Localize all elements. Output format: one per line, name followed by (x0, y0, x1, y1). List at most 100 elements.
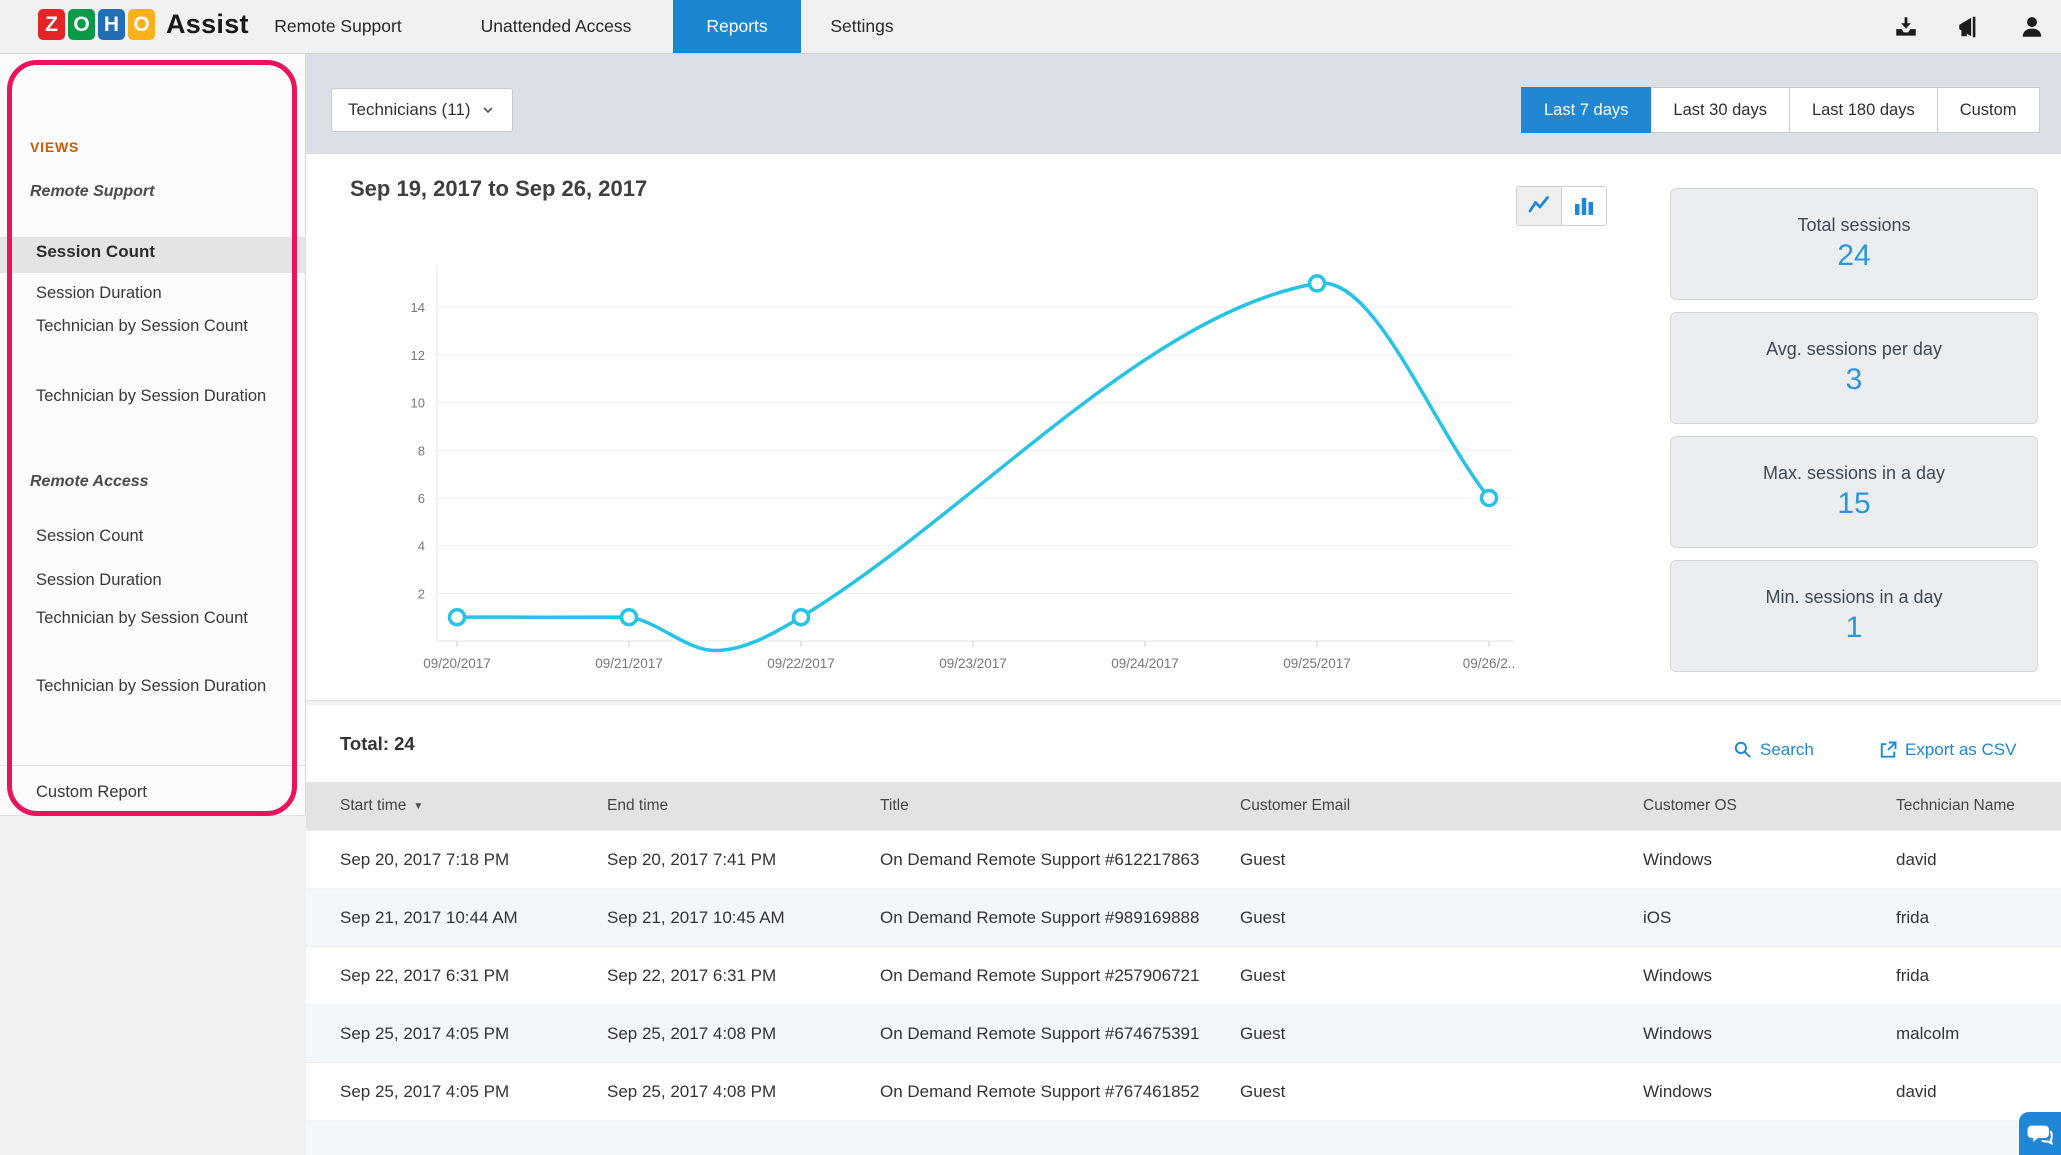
line-chart-icon (1528, 196, 1549, 213)
table-cell: Guest (1240, 850, 1286, 869)
svg-text:09/24/2017: 09/24/2017 (1111, 656, 1179, 671)
table-cell: david (1896, 1082, 1937, 1101)
range-last-180-days[interactable]: Last 180 days (1788, 87, 1938, 133)
sidebar-item-technician-by-session-count[interactable]: Technician by Session Count (36, 317, 248, 335)
table-cell: Windows (1643, 966, 1712, 985)
stat-label: Max. sessions in a day (1762, 463, 1946, 483)
table-cell: Sep 25, 2017 4:05 PM (340, 1024, 510, 1043)
download-icon[interactable] (1893, 14, 1919, 40)
table-cell: iOS (1643, 908, 1672, 927)
svg-text:09/26/2..: 09/26/2.. (1463, 656, 1516, 671)
column-header-customer-os[interactable]: Customer OS (1643, 797, 1737, 814)
table-cell: frida (1896, 908, 1930, 927)
sidebar-item-technician-by-session-duration[interactable]: Technician by Session Duration (36, 387, 267, 405)
table-cell: On Demand Remote Support #767461852 (880, 1082, 1200, 1101)
column-header-customer-email[interactable]: Customer Email (1240, 797, 1351, 814)
sidebar-item-session-duration[interactable]: Session Duration (36, 284, 162, 302)
table-cell: Windows (1643, 1082, 1712, 1101)
svg-text:6: 6 (418, 491, 425, 506)
stat-value: 1 (1845, 611, 1863, 644)
section-remote-support: Remote Support (30, 183, 155, 200)
zoho-assist-logo[interactable]: Z O H O Assist (38, 9, 249, 40)
svg-text:4: 4 (418, 539, 425, 554)
table-row[interactable]: Sep 25, 2017 4:05 PM Sep 25, 2017 4:08 PM… (306, 1062, 2061, 1121)
table-row[interactable]: Sep 21, 2017 10:44 AM Sep 21, 2017 10:45 … (306, 888, 2061, 947)
table-cell: Guest (1240, 966, 1286, 985)
brand-name: Assist (166, 9, 249, 39)
selected-item-highlight (0, 237, 306, 273)
table-cell: On Demand Remote Support #989169888 (880, 908, 1200, 927)
column-header-title[interactable]: Title (880, 797, 909, 814)
sidebar-item-ra-technician-by-session-duration[interactable]: Technician by Session Duration (36, 677, 267, 695)
top-navbar: Z O H O Assist Remote Support Unattended… (0, 0, 2061, 54)
views-heading: VIEWS (30, 139, 80, 155)
svg-text:2: 2 (418, 586, 425, 601)
announcement-icon[interactable] (1956, 14, 1982, 40)
stat-card-min-sessions: Min. sessions in a day 1 (1670, 560, 2038, 672)
profile-icon[interactable] (2019, 14, 2045, 40)
table-cell: On Demand Remote Support #257906721 (880, 966, 1200, 985)
table-row-partial[interactable] (306, 1120, 2061, 1155)
table-row[interactable]: Sep 25, 2017 4:05 PM Sep 25, 2017 4:08 PM… (306, 1004, 2061, 1063)
bar-chart-toggle-button[interactable] (1562, 187, 1606, 225)
range-last-30-days[interactable]: Last 30 days (1650, 87, 1790, 133)
sidebar-item-custom-report[interactable]: Custom Report (36, 783, 147, 801)
logo-tile: O (68, 9, 95, 40)
stat-card-max-sessions: Max. sessions in a day 15 (1670, 436, 2038, 548)
search-button[interactable]: Search (1733, 740, 1814, 760)
range-last-7-days[interactable]: Last 7 days (1521, 87, 1652, 133)
nav-item-unattended-access[interactable]: Unattended Access (480, 16, 632, 36)
table-cell: On Demand Remote Support #674675391 (880, 1024, 1200, 1043)
table-total-count: Total: 24 (340, 733, 415, 754)
sidebar-item-ra-technician-by-session-count[interactable]: Technician by Session Count (36, 609, 248, 627)
svg-text:8: 8 (418, 443, 425, 458)
table-cell: Guest (1240, 908, 1286, 927)
column-header-start-time[interactable]: Start time ▼ (340, 782, 423, 830)
divider (0, 815, 306, 816)
range-custom[interactable]: Custom (1936, 87, 2040, 133)
nav-item-settings[interactable]: Settings (830, 16, 894, 36)
svg-text:09/20/2017: 09/20/2017 (423, 656, 491, 671)
column-header-end-time[interactable]: End time (607, 797, 669, 814)
export-csv-button[interactable]: Export as CSV (1878, 740, 2017, 760)
svg-text:09/22/2017: 09/22/2017 (767, 656, 835, 671)
chat-widget-button[interactable] (2019, 1112, 2061, 1155)
table-cell: Sep 20, 2017 7:18 PM (340, 850, 510, 869)
chart-type-toggle (1516, 186, 1607, 226)
column-header-technician-name[interactable]: Technician Name (1896, 797, 2015, 814)
table-cell: Sep 25, 2017 4:05 PM (340, 1082, 510, 1101)
chart-date-range-title: Sep 19, 2017 to Sep 26, 2017 (350, 176, 648, 201)
table-cell: Sep 25, 2017 4:08 PM (607, 1082, 777, 1101)
export-label: Export as CSV (1905, 740, 2017, 759)
sidebar-item-ra-session-count[interactable]: Session Count (36, 527, 144, 545)
line-chart-toggle-button[interactable] (1517, 187, 1562, 225)
table-cell: Guest (1240, 1082, 1286, 1101)
table-cell: Sep 21, 2017 10:45 AM (607, 908, 785, 927)
table-cell: Sep 20, 2017 7:41 PM (607, 850, 777, 869)
table-cell: Sep 21, 2017 10:44 AM (340, 908, 518, 927)
table-cell: Sep 22, 2017 6:31 PM (340, 966, 510, 985)
technicians-dropdown-label: Technicians (11) (348, 100, 471, 119)
divider (0, 765, 306, 766)
table-header: Start time ▼ End time Title Customer Ema… (306, 782, 2061, 830)
technicians-dropdown[interactable]: Technicians (11) (331, 88, 513, 132)
sidebar-item-session-count[interactable]: Session Count (36, 242, 156, 261)
table-cell: On Demand Remote Support #612217863 (880, 850, 1200, 869)
export-icon (1880, 741, 1897, 758)
sessions-line-chart: 2 4 6 8 10 12 14 09/20/2017 09/21/2017 09/22/2017… (411, 265, 1516, 671)
chevron-down-icon (483, 107, 493, 114)
logo-tile: H (98, 9, 125, 40)
svg-text:10: 10 (411, 396, 425, 411)
nav-item-reports-active[interactable]: Reports (673, 0, 801, 53)
table-cell: Sep 25, 2017 4:08 PM (607, 1024, 777, 1043)
table-row[interactable]: Sep 22, 2017 6:31 PM Sep 22, 2017 6:31 PM… (306, 946, 2061, 1005)
sidebar-item-ra-session-duration[interactable]: Session Duration (36, 571, 162, 589)
svg-text:09/23/2017: 09/23/2017 (939, 656, 1007, 671)
table-row[interactable]: Sep 20, 2017 7:18 PM Sep 20, 2017 7:41 PM… (306, 830, 2061, 889)
sort-desc-icon: ▼ (413, 800, 424, 812)
svg-text:12: 12 (411, 348, 425, 363)
svg-text:14: 14 (411, 300, 425, 315)
nav-item-remote-support[interactable]: Remote Support (274, 16, 402, 36)
stat-value: 24 (1837, 239, 1871, 272)
